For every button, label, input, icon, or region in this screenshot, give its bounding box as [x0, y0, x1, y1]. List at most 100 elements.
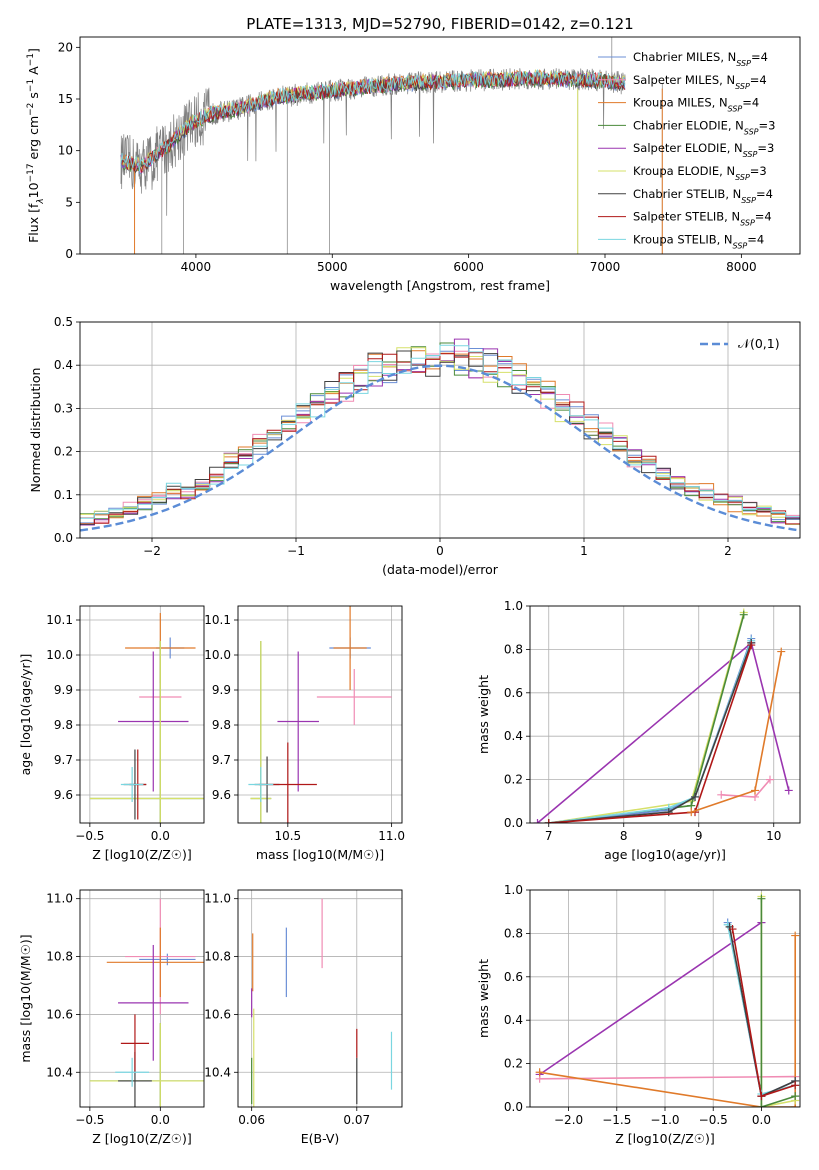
y-tick-label: 10.4 — [46, 1065, 73, 1079]
marker-salpeter_stelib — [747, 641, 756, 650]
legend-label-salpeter_miles: Salpeter MILES, NSSP=4 — [633, 73, 767, 91]
marker-salpeter_miles — [766, 775, 774, 784]
marker-salpeter_stelib — [544, 819, 553, 823]
y-tick-label: 9.8 — [54, 718, 73, 732]
legend-label-normal: 𝒩(0,1) — [738, 336, 780, 351]
marker-chabrier_elodie — [791, 1092, 800, 1101]
y-tick-label: 10.6 — [46, 1007, 73, 1021]
plot-area-spectrum — [120, 37, 663, 254]
x-axis-label: mass [log10(M/M☉)] — [256, 847, 384, 862]
x-tick-label: 9 — [695, 829, 703, 843]
y-tick-label: 0.0 — [504, 1100, 523, 1114]
y-tick-label: 0.3 — [54, 401, 73, 415]
plot-area-age_vs_mass — [248, 606, 392, 823]
x-tick-label: −2.0 — [554, 1113, 583, 1127]
axes-frame — [237, 889, 403, 1108]
legend-label-chabrier_elodie: Chabrier ELODIE, NSSP=3 — [633, 118, 775, 136]
y-tick-label: 0.0 — [54, 531, 73, 545]
chart-residuals: −2 −1 0 1 2 0.0 0.1 0.2 0.3 0.4 0.5 (data-model)/er… — [28, 315, 801, 577]
y-tick-label: 0.6 — [504, 686, 523, 700]
x-tick-label: −1.0 — [650, 1113, 679, 1127]
model-line-kroupa_stelib — [120, 69, 626, 172]
x-tick-label: 10 — [766, 829, 781, 843]
y-tick-label: 0.2 — [504, 1057, 523, 1071]
legend-label-kroupa_stelib: Kroupa STELIB, NSSP=4 — [633, 232, 764, 250]
y-tick-label: 10.0 — [204, 648, 231, 662]
x-tick-label: 1 — [580, 544, 588, 558]
y-tick-label: 0.0 — [504, 816, 523, 830]
mass-weight-line-salpeter_elodie — [539, 921, 762, 1076]
marker-salpeter_stelib — [791, 1081, 800, 1090]
mass-weight-line-chabrier_stelib — [728, 926, 796, 1098]
y-axis-label: Flux [fλ10−17 erg cm−2 s−1 A−1] — [26, 48, 46, 243]
y-tick-label: 10.8 — [46, 950, 73, 964]
legend-label-kroupa_elodie: Kroupa ELODIE, NSSP=3 — [633, 164, 767, 182]
y-tick-label: 10.4 — [204, 1065, 231, 1079]
x-tick-label: 8 — [620, 829, 628, 843]
marker-salpeter_elodie — [784, 786, 793, 795]
normal-curve — [80, 364, 800, 532]
y-tick-label: 9.6 — [212, 788, 231, 802]
axes-frame — [237, 605, 403, 824]
y-tick-label: 9.7 — [212, 753, 231, 767]
y-tick-label: 10.0 — [46, 648, 73, 662]
mass-weight-line-chabrier_stelib — [548, 642, 753, 823]
plot-area-mass_vs_Z — [89, 898, 204, 1107]
model-line-salpeter_stelib — [120, 71, 626, 173]
axes-frame — [79, 36, 801, 255]
x-axis-label: Z [log10(Z/Z☉)] — [92, 1131, 192, 1146]
chart-title: PLATE=1313, MJD=52790, FIBERID=0142, z=0… — [246, 15, 633, 33]
mass-weight-line-kroupa_miles — [691, 651, 783, 813]
x-axis-label: Z [log10(Z/Z☉)] — [92, 847, 192, 862]
axes-frame — [529, 889, 801, 1108]
y-tick-label: 9.8 — [212, 718, 231, 732]
y-axis-label: mass weight — [476, 675, 491, 754]
x-axis-label: (data-model)/error — [382, 562, 499, 577]
x-tick-label: −1.5 — [602, 1113, 631, 1127]
y-axis-label: Normed distribution — [28, 368, 43, 493]
y-tick-label: 10.1 — [46, 613, 73, 627]
x-tick-label: 0.0 — [151, 829, 170, 843]
y-tick-label: 1.0 — [504, 599, 523, 613]
x-tick-label: 0.06 — [238, 1113, 265, 1127]
x-tick-label: 7000 — [590, 260, 621, 274]
marker-chabrier_elodie — [757, 894, 766, 903]
marker-salpeter_stelib — [757, 1092, 766, 1101]
histogram-salpeter_stelib — [80, 352, 800, 525]
marker-kroupa_miles — [751, 786, 759, 795]
y-tick-label: 10.8 — [204, 950, 231, 964]
y-tick-label: 10.1 — [204, 613, 231, 627]
chart-age_vs_Z: −0.5 0.0 9.6 9.7 9.8 9.9 10.0 10.1 Z [log10(Z/Z☉… — [18, 605, 205, 862]
y-tick-label: 0.5 — [54, 315, 73, 329]
x-axis-label: E(B-V) — [301, 1131, 340, 1146]
mass-weight-line-kroupa_elodie — [548, 612, 745, 823]
plot-area-residuals — [80, 338, 800, 532]
plot-area-mass_vs_ebv — [251, 898, 393, 1107]
y-tick-label: 9.6 — [54, 788, 73, 802]
marker-salpeter_miles — [717, 790, 726, 799]
y-tick-label: 0 — [65, 247, 73, 261]
mass-weight-line-chabrier_elodie — [548, 614, 745, 823]
legend-label-salpeter_stelib: Salpeter STELIB, NSSP=4 — [633, 210, 772, 228]
marker-chabrier_elodie — [757, 1103, 766, 1107]
y-tick-label: 11.0 — [204, 892, 231, 906]
y-tick-label: 9.9 — [54, 683, 73, 697]
x-tick-label: −0.5 — [75, 829, 104, 843]
y-axis-label: age [log10(age/yr)] — [18, 654, 33, 776]
y-axis-label: mass weight — [476, 959, 491, 1038]
legend-label-salpeter_elodie: Salpeter ELODIE, NSSP=3 — [633, 141, 774, 159]
y-tick-label: 0.6 — [504, 970, 523, 984]
y-tick-label: 5 — [65, 195, 73, 209]
legend-label-kroupa_miles: Kroupa MILES, NSSP=4 — [633, 96, 759, 114]
plot-area-massweight_vs_Z — [535, 892, 800, 1107]
y-tick-label: 0.4 — [54, 358, 73, 372]
marker-kroupa_miles — [535, 1068, 544, 1077]
chart-mass_vs_ebv: 0.06 0.07 10.4 10.6 10.8 11.0 E(B-V) — [204, 889, 403, 1146]
marker-salpeter_stelib — [728, 925, 737, 934]
y-tick-label: 0.4 — [504, 1013, 523, 1027]
y-tick-label: 0.1 — [54, 488, 73, 502]
marker-chabrier_stelib — [691, 792, 699, 801]
x-tick-label: 0 — [436, 544, 444, 558]
x-tick-label: −1 — [287, 544, 305, 558]
